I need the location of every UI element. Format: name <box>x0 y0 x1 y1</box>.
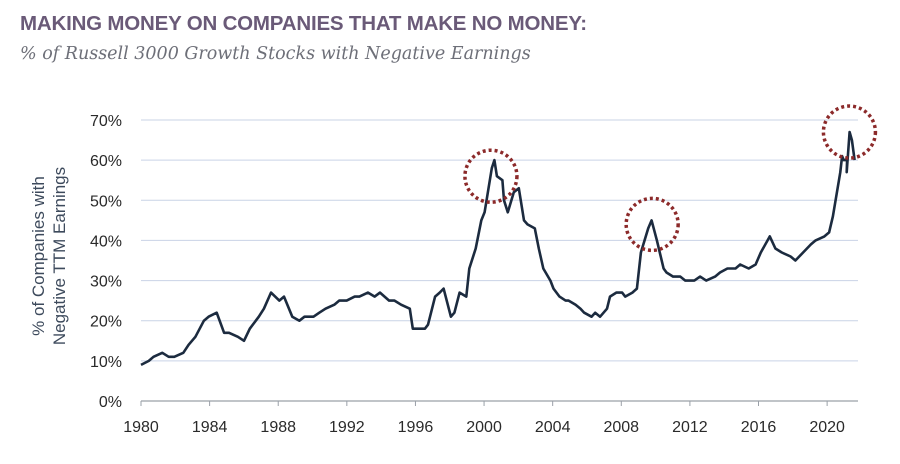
y-tick-label: 70% <box>90 113 122 130</box>
x-tick-label: 2012 <box>672 419 708 436</box>
x-tick-label: 1996 <box>398 419 434 436</box>
x-tick-label: 2004 <box>535 419 571 436</box>
x-tick-label: 1992 <box>329 419 365 436</box>
y-tick-label: 10% <box>90 354 122 371</box>
x-tick-label: 2000 <box>466 419 502 436</box>
y-tick-label: 30% <box>90 274 122 291</box>
chart-subtitle: % of Russell 3000 Growth Stocks with Neg… <box>20 44 531 64</box>
y-axis-ticks: 0% 10% 20% 30% 40% 50% 60% 70% <box>90 113 122 411</box>
peak-highlight-circle <box>463 148 519 204</box>
gridlines <box>141 119 858 402</box>
y-tick-label: 60% <box>90 153 122 170</box>
x-tick-label: 2008 <box>603 419 639 436</box>
chart-title: MAKING MONEY ON COMPANIES THAT MAKE NO M… <box>20 12 587 35</box>
x-tick-label: 2016 <box>741 419 777 436</box>
x-tick-label: 1984 <box>192 419 228 436</box>
y-tick-label: 40% <box>90 233 122 250</box>
peak-highlights <box>463 104 878 253</box>
y-axis-label-line-1: % of Companies with <box>29 176 48 336</box>
peak-highlight-circle <box>624 196 680 253</box>
y-tick-label: 20% <box>90 314 122 331</box>
x-tick-label: 1988 <box>260 419 296 436</box>
x-axis-ticks: 1980 1984 1988 1992 1996 2000 2004 2008 2012 2016… <box>123 401 845 436</box>
y-tick-label: 50% <box>90 193 122 210</box>
y-axis-label-line-2: Negative TTM Earnings <box>50 167 69 345</box>
x-tick-label: 2020 <box>809 419 845 436</box>
y-tick-label: 0% <box>99 394 122 411</box>
x-tick-label: 1980 <box>123 419 159 436</box>
peak-highlight-circle <box>821 104 878 160</box>
y-axis-label: % of Companies with Negative TTM Earning… <box>29 167 69 345</box>
series-line <box>140 130 856 367</box>
